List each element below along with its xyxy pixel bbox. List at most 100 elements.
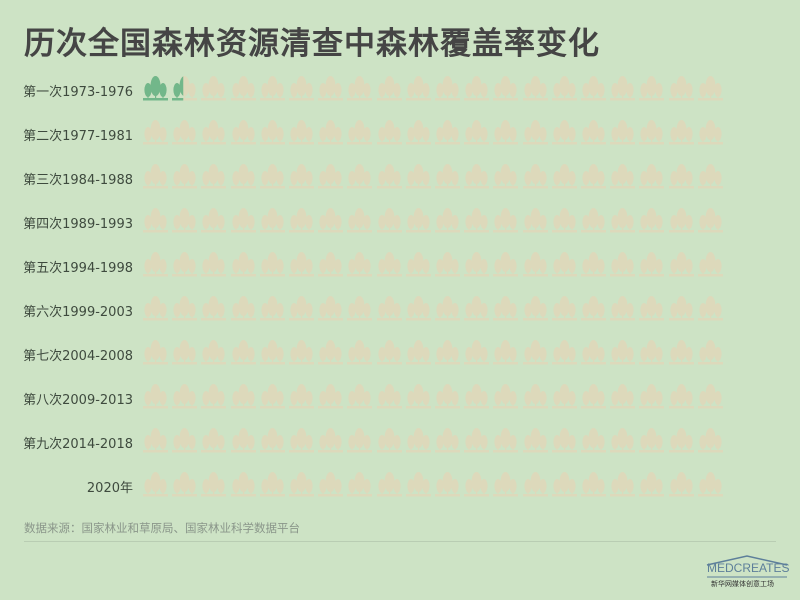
trees-icon xyxy=(522,427,548,455)
trees-icon xyxy=(435,251,460,279)
trees-icon xyxy=(172,75,198,103)
trees-icon xyxy=(230,251,256,279)
trees-icon xyxy=(493,295,519,323)
trees-icon xyxy=(230,207,256,235)
trees-icon xyxy=(522,251,548,279)
trees-icon xyxy=(639,471,665,499)
trees-icon xyxy=(259,207,285,235)
trees-icon xyxy=(347,251,373,279)
trees-icon xyxy=(143,383,168,411)
chart-row: 第七次2004-2008 xyxy=(0,339,800,369)
trees-icon xyxy=(172,383,198,411)
trees-icon xyxy=(318,471,344,499)
trees-icon xyxy=(668,251,694,279)
trees-icon xyxy=(318,295,344,323)
trees-icon xyxy=(697,383,723,411)
trees-icon xyxy=(464,471,490,499)
chart-row: 第四次1989-1993 xyxy=(0,207,800,237)
trees-icon xyxy=(172,295,198,323)
trees-icon xyxy=(697,119,723,147)
trees-icon xyxy=(581,383,606,411)
trees-icon xyxy=(610,119,636,147)
trees-icon xyxy=(172,251,198,279)
trees-icon xyxy=(376,207,402,235)
trees-icon xyxy=(464,295,490,323)
trees-icon xyxy=(581,207,606,235)
trees-icon xyxy=(435,471,460,499)
trees-icon xyxy=(172,163,198,191)
trees-icon xyxy=(143,163,168,191)
row-label: 第六次1999-2003 xyxy=(23,305,133,320)
trees-icon xyxy=(143,339,168,367)
row-label: 第二次1977-1981 xyxy=(23,129,133,144)
trees-icon xyxy=(289,207,314,235)
trees-icon xyxy=(464,427,490,455)
trees-icon xyxy=(289,75,314,103)
trees-icon xyxy=(201,75,227,103)
trees-icon xyxy=(522,383,548,411)
chart-row: 2020年 xyxy=(0,471,800,501)
row-label: 第三次1984-1988 xyxy=(23,173,133,188)
row-label: 第九次2014-2018 xyxy=(23,437,133,452)
trees-icon xyxy=(259,119,285,147)
trees-icon xyxy=(581,427,606,455)
trees-icon xyxy=(143,207,168,235)
logo-text: MEDCREATES xyxy=(707,561,790,575)
trees-icon xyxy=(639,119,665,147)
trees-icon xyxy=(172,207,198,235)
trees-icon xyxy=(522,163,548,191)
trees-icon xyxy=(610,75,636,103)
row-label: 第八次2009-2013 xyxy=(23,393,133,408)
trees-icon xyxy=(551,251,577,279)
trees-icon xyxy=(697,75,723,103)
trees-icon xyxy=(318,383,344,411)
trees-icon xyxy=(522,471,548,499)
trees-icon xyxy=(172,339,198,367)
trees-icon xyxy=(493,207,519,235)
row-label: 第一次1973-1976 xyxy=(23,85,133,100)
trees-icon xyxy=(581,471,606,499)
trees-icon xyxy=(581,163,606,191)
trees-icon xyxy=(347,119,373,147)
trees-icon xyxy=(639,207,665,235)
trees-icon xyxy=(201,339,227,367)
trees-icon xyxy=(230,471,256,499)
trees-icon xyxy=(522,119,548,147)
trees-icon xyxy=(172,427,198,455)
trees-icon xyxy=(464,207,490,235)
trees-icon xyxy=(435,339,460,367)
trees-icon xyxy=(610,339,636,367)
trees-icon xyxy=(610,207,636,235)
trees-icon xyxy=(493,251,519,279)
trees-icon xyxy=(610,295,636,323)
trees-icon xyxy=(639,163,665,191)
chart-row: 第八次2009-2013 xyxy=(0,383,800,413)
trees-icon xyxy=(259,75,285,103)
trees-icon xyxy=(435,295,460,323)
trees-icon xyxy=(668,163,694,191)
trees-icon xyxy=(668,427,694,455)
trees-icon xyxy=(318,119,344,147)
logo-subtitle: 新华网媒体创意工场 xyxy=(711,580,774,588)
trees-icon xyxy=(259,163,285,191)
trees-icon xyxy=(405,383,431,411)
trees-icon xyxy=(639,251,665,279)
trees-icon xyxy=(551,119,577,147)
trees-icon xyxy=(639,427,665,455)
trees-icon xyxy=(522,339,548,367)
trees-icon xyxy=(697,339,723,367)
trees-icon xyxy=(464,251,490,279)
trees-icon xyxy=(551,295,577,323)
row-label: 第七次2004-2008 xyxy=(23,349,133,364)
trees-icon xyxy=(435,75,460,103)
trees-icon xyxy=(289,427,314,455)
trees-icon xyxy=(347,383,373,411)
trees-icon xyxy=(639,339,665,367)
trees-icon xyxy=(697,295,723,323)
trees-icon xyxy=(201,295,227,323)
trees-icon xyxy=(143,119,168,147)
trees-icon xyxy=(464,119,490,147)
trees-icon xyxy=(464,383,490,411)
trees-icon xyxy=(172,471,198,499)
trees-icon xyxy=(201,471,227,499)
